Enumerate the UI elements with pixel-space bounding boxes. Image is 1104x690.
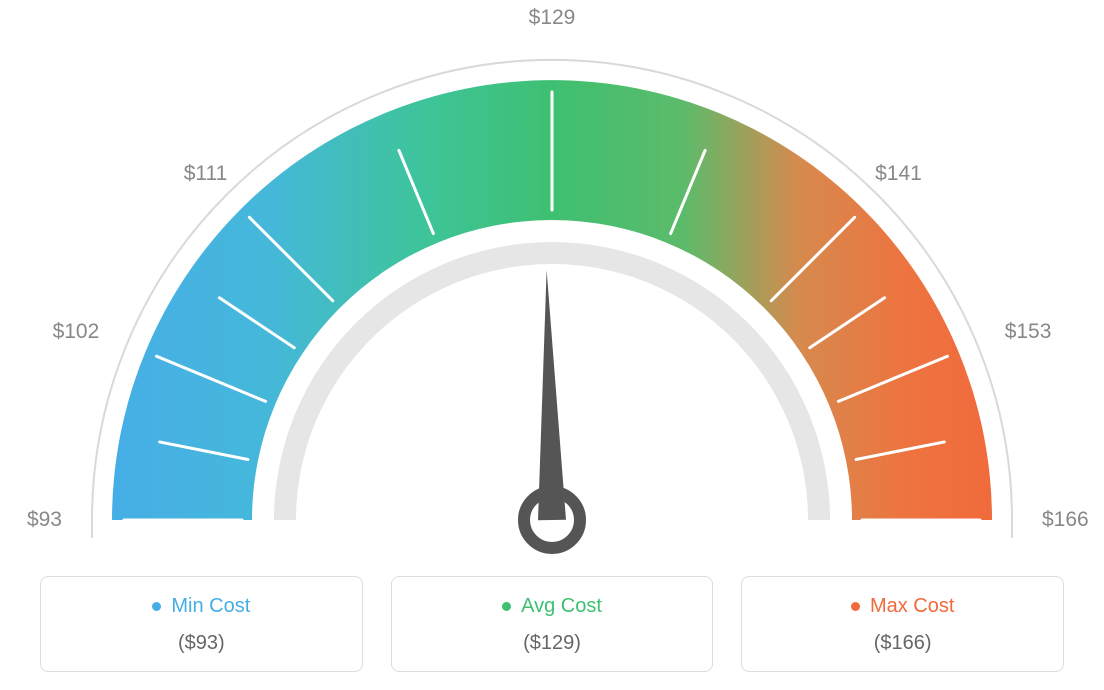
dot-icon: [502, 602, 511, 611]
legend-value: ($129): [402, 632, 703, 655]
tick-label: $153: [1005, 320, 1052, 344]
tick-label: $166: [1042, 508, 1089, 532]
dot-icon: [851, 602, 860, 611]
chart-container: $93 $102 $111 $129 $141 $153 $166 Min Cost ($9…: [0, 0, 1104, 690]
tick-label: $141: [875, 162, 922, 186]
tick-label: $93: [27, 508, 62, 532]
gauge-svg: [42, 20, 1062, 580]
legend-card-min: Min Cost ($93): [40, 576, 363, 672]
legend-label: Min Cost: [171, 595, 250, 618]
legend-title-min: Min Cost: [152, 595, 250, 618]
legend-title-max: Max Cost: [851, 595, 954, 618]
legend-row: Min Cost ($93) Avg Cost ($129) Max Cost …: [40, 576, 1064, 672]
legend-card-avg: Avg Cost ($129): [391, 576, 714, 672]
tick-label: $102: [53, 320, 100, 344]
dot-icon: [152, 602, 161, 611]
legend-title-avg: Avg Cost: [502, 595, 602, 618]
tick-label: $129: [529, 6, 576, 30]
legend-value: ($93): [51, 632, 352, 655]
legend-label: Max Cost: [870, 595, 954, 618]
legend-value: ($166): [752, 632, 1053, 655]
tick-label: $111: [184, 162, 228, 186]
gauge-area: $93 $102 $111 $129 $141 $153 $166: [0, 0, 1104, 560]
legend-card-max: Max Cost ($166): [741, 576, 1064, 672]
legend-label: Avg Cost: [521, 595, 602, 618]
